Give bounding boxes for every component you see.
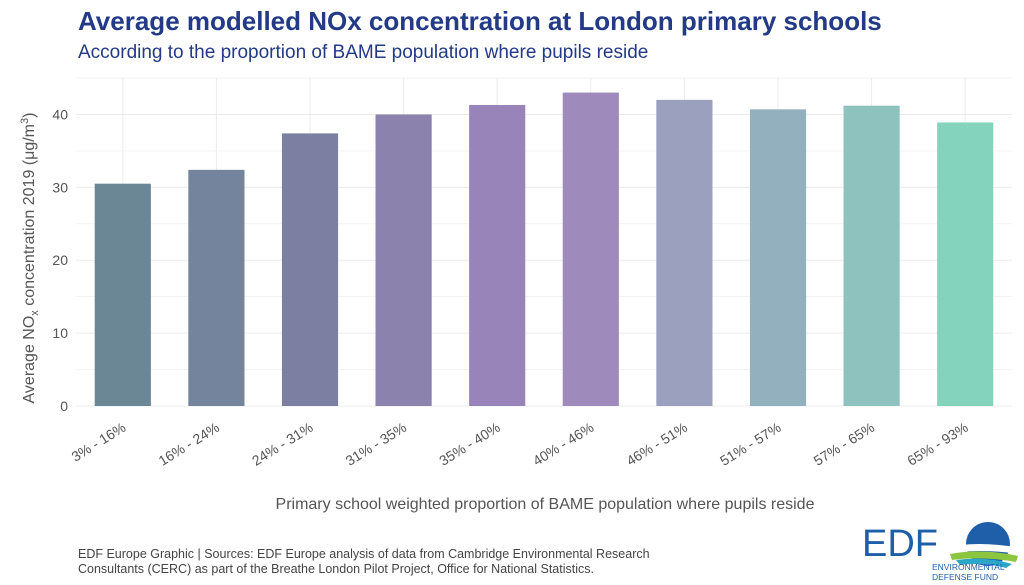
y-tick-label: 40 (52, 106, 68, 122)
bars (94, 92, 994, 407)
bar (937, 122, 994, 406)
x-tick-label: 24% - 31% (249, 419, 316, 469)
x-tick-label: 35% - 40% (436, 419, 503, 469)
y-axis-title-prefix: Average NO (21, 316, 38, 404)
bar-chart: 0 10 20 30 40 3% - 16% 16% - 24% 24% - 31% 31% … (19, 77, 1012, 513)
edf-logo: EDF ENVIRONMENTAL DEFENSE FUND (862, 522, 1020, 582)
logo-sub-2: DEFENSE FUND (932, 572, 998, 582)
caption-line-2: Consultants (CERC) as part of the Breath… (78, 562, 594, 576)
bar (375, 114, 432, 406)
bar (469, 104, 526, 407)
y-tick-label: 0 (60, 398, 68, 414)
bar (656, 99, 713, 406)
y-axis-title-sup: 3 (19, 118, 31, 124)
x-tick-label: 3% - 16% (68, 419, 128, 465)
caption-line-1: EDF Europe Graphic | Sources: EDF Europe… (78, 547, 650, 561)
chart-title: Average modelled NOx concentration at Lo… (78, 6, 882, 36)
x-tick-labels: 3% - 16% 16% - 24% 24% - 31% 31% - 35% 35% -… (68, 419, 970, 469)
y-tick-label: 20 (52, 252, 68, 268)
bar (562, 92, 619, 407)
y-axis-title: Average NOx concentration 2019 (μg/m3) (19, 113, 41, 404)
y-axis-title-sub: x (29, 310, 41, 316)
x-tick-label: 40% - 46% (530, 419, 597, 469)
x-tick-label: 65% - 93% (904, 419, 971, 469)
y-tick-label: 30 (52, 179, 68, 195)
y-axis-title-mid: concentration 2019 (μg/m (21, 124, 38, 310)
logo-text: EDF (862, 523, 938, 565)
x-axis-title: Primary school weighted proportion of BA… (276, 496, 815, 513)
x-tick-label: 16% - 24% (155, 419, 222, 469)
x-tick-label: 57% - 65% (811, 419, 878, 469)
chart-subtitle: According to the proportion of BAME popu… (78, 42, 649, 63)
y-tick-label: 10 (52, 325, 68, 341)
y-tick-labels: 0 10 20 30 40 (52, 106, 68, 414)
logo-sub-1: ENVIRONMENTAL (932, 562, 1005, 572)
bar (843, 105, 900, 406)
bar (94, 183, 151, 406)
bar (188, 169, 245, 406)
source-caption: EDF Europe Graphic | Sources: EDF Europe… (78, 547, 650, 577)
x-tick-label: 46% - 51% (623, 419, 690, 469)
bar (281, 133, 339, 406)
bar (749, 109, 807, 406)
y-axis-title-end: ) (21, 113, 38, 118)
x-tick-label: 51% - 57% (717, 419, 784, 469)
x-tick-label: 31% - 35% (343, 419, 410, 469)
